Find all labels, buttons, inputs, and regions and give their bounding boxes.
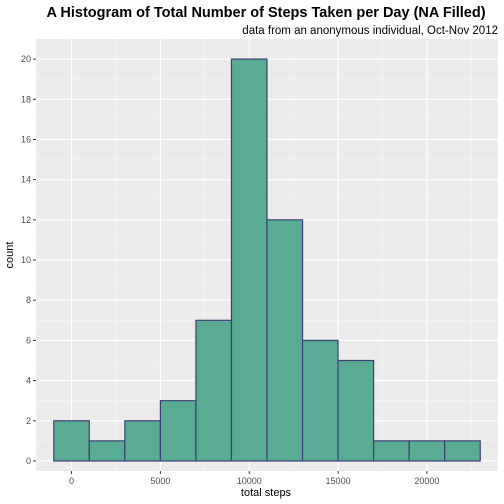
y-tick-label: 2 — [26, 416, 31, 426]
x-tick-label: 20000 — [414, 476, 439, 486]
x-axis-title: total steps — [241, 487, 292, 499]
histogram-bar — [408, 440, 446, 462]
x-axis-ticks: 0 5000 10000 15000 20000 — [69, 471, 439, 486]
y-tick-label: 4 — [26, 376, 31, 386]
histogram-bar — [124, 420, 161, 462]
histogram-bar — [230, 58, 268, 462]
x-tick-label: 10000 — [237, 476, 262, 486]
x-tick-label: 0 — [69, 476, 74, 486]
y-tick-label: 0 — [26, 456, 31, 466]
histogram-bar — [53, 420, 90, 462]
x-tick-label: 15000 — [326, 476, 351, 486]
histogram-bar — [195, 319, 233, 462]
histogram-bar — [373, 440, 410, 462]
histogram-bar — [266, 219, 304, 462]
chart-title: A Histogram of Total Number of Steps Tak… — [46, 5, 485, 21]
histogram-bar — [337, 359, 375, 462]
y-tick-label: 8 — [26, 295, 31, 305]
y-tick-label: 10 — [21, 255, 31, 265]
histogram-bar — [444, 440, 481, 462]
y-axis-title: count — [4, 242, 16, 269]
y-tick-label: 14 — [21, 175, 31, 185]
chart-subtitle: data from an anonymous individual, Oct-N… — [242, 25, 498, 37]
x-tick-label: 5000 — [150, 476, 170, 486]
histogram-bar — [301, 339, 339, 462]
histogram-bars — [53, 58, 481, 462]
y-tick-label: 6 — [26, 335, 31, 345]
y-tick-label: 20 — [21, 54, 31, 64]
histogram-bar — [159, 400, 197, 462]
y-axis-ticks: 0 2 4 6 8 10 12 14 16 18 20 — [21, 54, 36, 466]
y-tick-label: 18 — [21, 94, 31, 104]
histogram-bar — [88, 440, 126, 462]
y-tick-label: 16 — [21, 134, 31, 144]
y-tick-label: 12 — [21, 215, 31, 225]
